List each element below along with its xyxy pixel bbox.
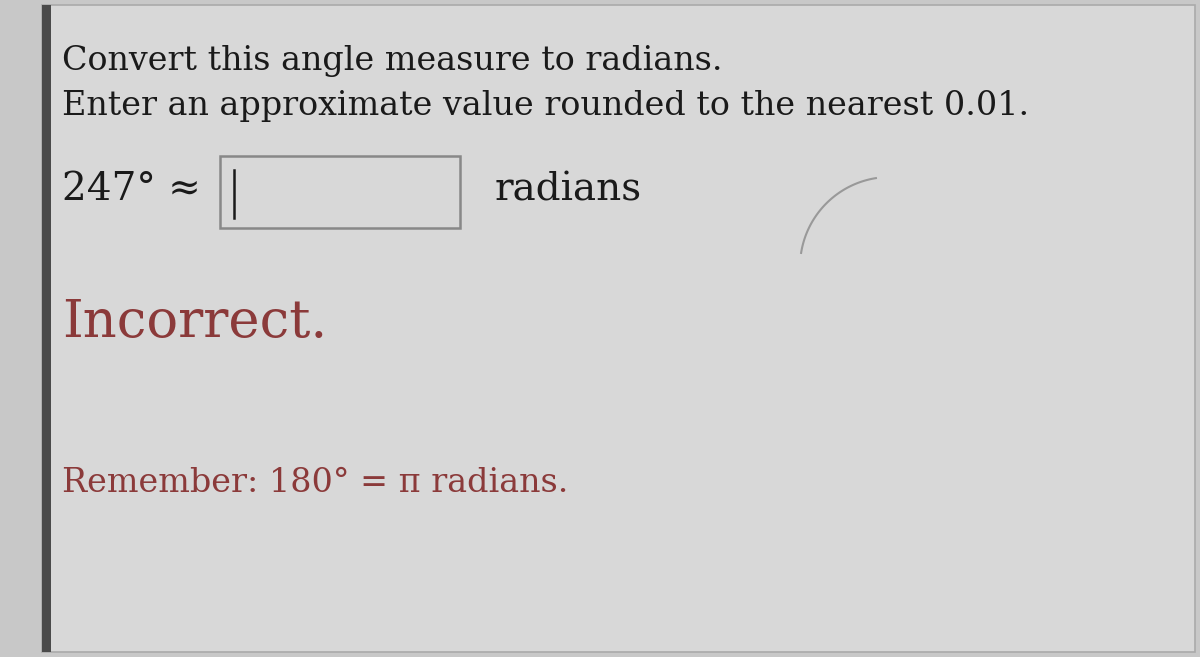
FancyBboxPatch shape — [220, 156, 460, 228]
Text: Enter an approximate value rounded to the nearest 0.01.: Enter an approximate value rounded to th… — [62, 90, 1030, 122]
FancyBboxPatch shape — [42, 5, 1195, 652]
Bar — [42, 5, 50, 652]
Text: 247° ≈: 247° ≈ — [62, 171, 200, 208]
Text: Convert this angle measure to radians.: Convert this angle measure to radians. — [62, 45, 722, 77]
Text: Remember: 180° = π radians.: Remember: 180° = π radians. — [62, 467, 569, 499]
Text: Incorrect.: Incorrect. — [62, 297, 328, 348]
Text: radians: radians — [496, 171, 642, 208]
